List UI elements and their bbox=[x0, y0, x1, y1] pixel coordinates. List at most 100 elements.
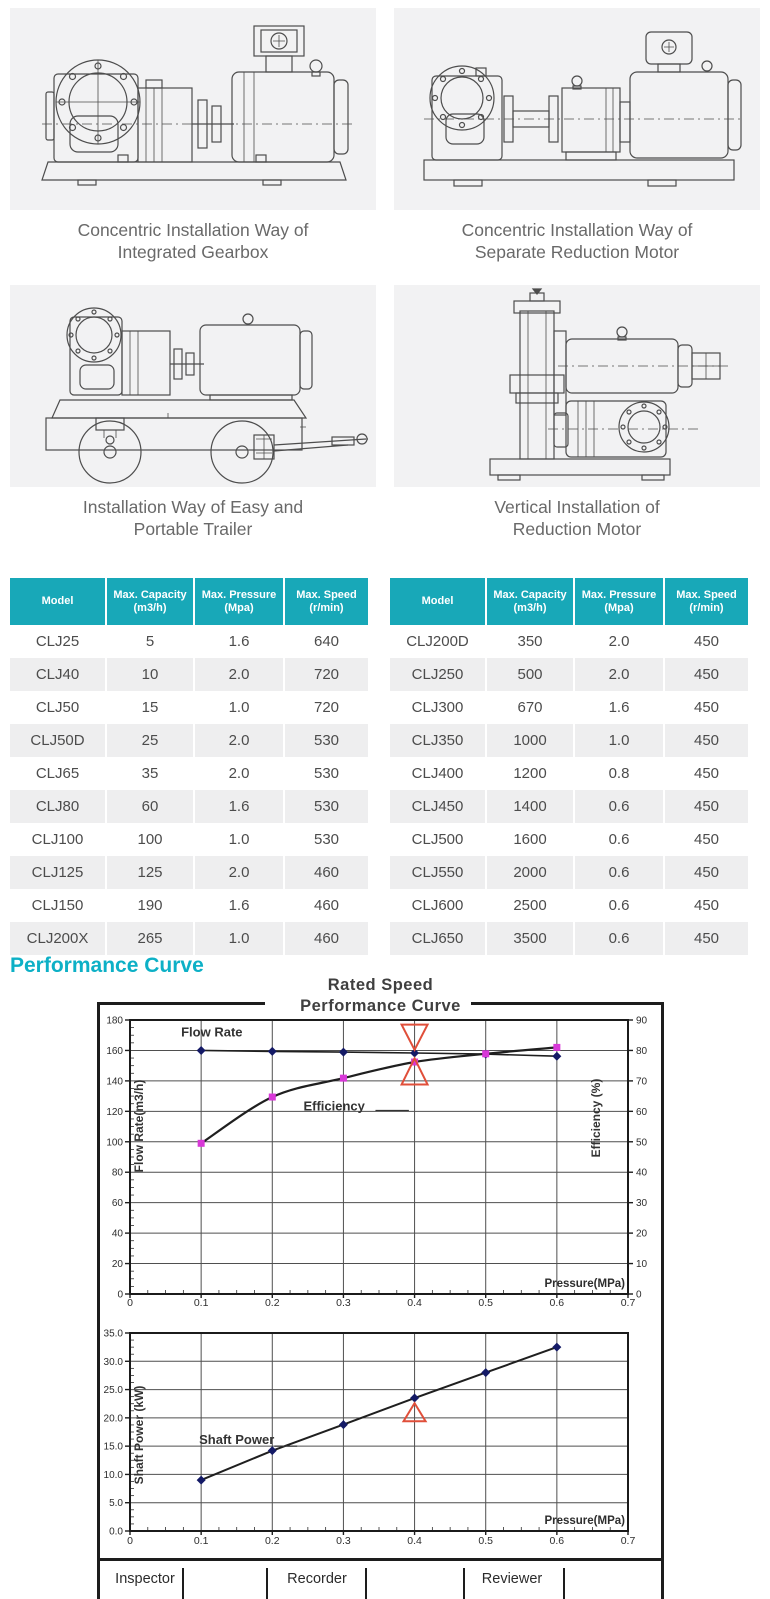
spec-cell: 2.0 bbox=[193, 757, 284, 790]
svg-text:140: 140 bbox=[106, 1076, 123, 1087]
spec-cell: 640 bbox=[283, 625, 368, 658]
shaft-power-chart: 0.0 5.0 10.0 15.0 20.0 25.0 30.0 35.0 0 0.1 0.2 0.3… bbox=[104, 1329, 636, 1548]
spec-header-row: Model Max. Capacity (m3/h) Max. Pressure (Mp… bbox=[10, 578, 368, 625]
spec-cell: 500 bbox=[485, 658, 574, 691]
spec-cell: 450 bbox=[663, 922, 748, 955]
svg-text:0: 0 bbox=[127, 1535, 133, 1547]
spec-cell: 530 bbox=[283, 790, 368, 823]
spec-cell: 265 bbox=[105, 922, 194, 955]
spec-cell: 1400 bbox=[485, 790, 574, 823]
svg-text:90: 90 bbox=[636, 1016, 648, 1027]
spec-cell: 720 bbox=[283, 658, 368, 691]
spec-cell: 720 bbox=[283, 691, 368, 724]
spec-cell: 25 bbox=[105, 724, 194, 757]
spec-cell: 0.6 bbox=[573, 856, 664, 889]
spec-cell: 460 bbox=[283, 889, 368, 922]
spec-cell: 1000 bbox=[485, 724, 574, 757]
spec-table-left: Model Max. Capacity (m3/h) Max. Pressure (Mp… bbox=[10, 578, 368, 955]
chart-title-line1: Rated Speed bbox=[327, 976, 434, 994]
spec-row: CLJ650 3500 0.6 450 bbox=[390, 922, 748, 955]
spec-cell: CLJ600 bbox=[411, 897, 464, 914]
svg-text:0.5: 0.5 bbox=[478, 1297, 493, 1309]
svg-text:50: 50 bbox=[636, 1137, 648, 1148]
spec-cell: 450 bbox=[663, 625, 748, 658]
drawing-box bbox=[394, 285, 760, 487]
spec-column-header: Max. Speed (r/min) bbox=[283, 578, 368, 625]
svg-text:0.2: 0.2 bbox=[265, 1535, 280, 1547]
svg-text:0.4: 0.4 bbox=[407, 1535, 422, 1547]
svg-text:15.0: 15.0 bbox=[104, 1442, 124, 1453]
svg-text:70: 70 bbox=[636, 1076, 648, 1087]
caption-line: Reduction Motor bbox=[512, 519, 642, 539]
spec-cell: 1600 bbox=[485, 823, 574, 856]
svg-text:40: 40 bbox=[636, 1168, 648, 1179]
svg-text:20.0: 20.0 bbox=[104, 1413, 124, 1424]
spec-row: CLJ50 15 1.0 720 bbox=[10, 691, 368, 724]
installation-card-separate-reduction-motor: Concentric Installation Way of Separate … bbox=[394, 8, 760, 263]
spec-cell: 10 bbox=[105, 658, 194, 691]
spec-column-header: Max. Capacity (m3/h) bbox=[485, 578, 574, 625]
spec-cell: CLJ450 bbox=[390, 790, 486, 823]
spec-row: CLJ450 1400 0.6 450 bbox=[390, 790, 748, 823]
spec-cell: 530 bbox=[283, 724, 368, 757]
pump-portable-trailer-drawing bbox=[45, 307, 368, 484]
spec-cell: CLJ125 bbox=[10, 856, 106, 889]
spec-column-header: Max. Pressure (Mpa) bbox=[573, 578, 664, 625]
spec-row: CLJ600 2500 0.6 450 bbox=[390, 889, 748, 922]
spec-row: CLJ300 670 1.6 450 bbox=[390, 691, 748, 724]
svg-text:Shaft Power (kW): Shaft Power (kW) bbox=[132, 1386, 146, 1485]
spec-row: CLJ200X 265 1.0 460 bbox=[10, 922, 368, 955]
spec-cell: CLJ50D bbox=[10, 724, 106, 757]
spec-cell: 2.0 bbox=[573, 625, 664, 658]
installation-caption: Concentric Installation Way of Integrate… bbox=[10, 219, 376, 263]
spec-column-header: Model bbox=[10, 578, 106, 625]
svg-text:Efficiency: Efficiency bbox=[303, 1098, 365, 1113]
svg-text:0.0: 0.0 bbox=[109, 1527, 123, 1538]
svg-text:10.0: 10.0 bbox=[104, 1470, 124, 1481]
spec-cell: CLJ650 bbox=[390, 922, 486, 955]
spec-row: CLJ40 10 2.0 720 bbox=[10, 658, 368, 691]
spec-cell: 100 bbox=[105, 823, 194, 856]
footer-divider bbox=[182, 1568, 184, 1599]
spec-cell: 5 bbox=[105, 625, 194, 658]
spec-cell: 190 bbox=[105, 889, 194, 922]
spec-cell: 450 bbox=[663, 724, 748, 757]
svg-text:40: 40 bbox=[112, 1229, 124, 1240]
svg-text:25.0: 25.0 bbox=[104, 1385, 124, 1396]
caption-line: Concentric Installation Way of bbox=[461, 220, 693, 240]
svg-text:30.0: 30.0 bbox=[104, 1357, 124, 1368]
installation-caption: Installation Way of Easy and Portable Tr… bbox=[10, 496, 376, 540]
svg-text:30: 30 bbox=[636, 1198, 648, 1209]
spec-cell: 450 bbox=[663, 691, 748, 724]
performance-curve-heading: Performance Curve bbox=[10, 954, 204, 977]
spec-cell: 1.6 bbox=[193, 889, 284, 922]
chart-title-line2: Performance Curve bbox=[300, 997, 461, 1015]
flow-efficiency-chart: 0 20 40 60 80 100 120 140 160 180 0 10 20 30 40 50 60 70 8… bbox=[106, 1016, 648, 1310]
svg-text:80: 80 bbox=[636, 1046, 648, 1057]
svg-text:80: 80 bbox=[112, 1168, 124, 1179]
spec-header-row: Model Max. Capacity (m3/h) Max. Pressure (Mp… bbox=[390, 578, 748, 625]
installation-card-portable-trailer: Installation Way of Easy and Portable Tr… bbox=[10, 285, 376, 540]
spec-cell: 60 bbox=[105, 790, 194, 823]
svg-text:100: 100 bbox=[106, 1137, 123, 1148]
spec-cell: CLJ200X bbox=[10, 922, 106, 955]
svg-text:Flow Rate(m3/h): Flow Rate(m3/h) bbox=[132, 1080, 146, 1173]
spec-cell: CLJ80 bbox=[10, 790, 106, 823]
spec-cell: 530 bbox=[283, 757, 368, 790]
caption-line: Concentric Installation Way of bbox=[77, 220, 309, 240]
spec-cell: 450 bbox=[663, 856, 748, 889]
installation-caption: Concentric Installation Way of Separate … bbox=[394, 219, 760, 263]
spec-cell: 1.0 bbox=[193, 922, 284, 955]
installation-caption: Vertical Installation of Reduction Motor bbox=[394, 496, 760, 540]
caption-line: Integrated Gearbox bbox=[117, 242, 269, 262]
spec-cell: 0.6 bbox=[573, 790, 664, 823]
spec-row: CLJ150 190 1.6 460 bbox=[10, 889, 368, 922]
svg-text:10: 10 bbox=[636, 1259, 648, 1270]
caption-line: Portable Trailer bbox=[133, 519, 253, 539]
caption-line: Separate Reduction Motor bbox=[474, 242, 680, 262]
spec-row: CLJ250 500 2.0 450 bbox=[390, 658, 748, 691]
svg-text:0.6: 0.6 bbox=[550, 1535, 565, 1547]
spec-cell: 35 bbox=[105, 757, 194, 790]
spec-row: CLJ350 1000 1.0 450 bbox=[390, 724, 748, 757]
